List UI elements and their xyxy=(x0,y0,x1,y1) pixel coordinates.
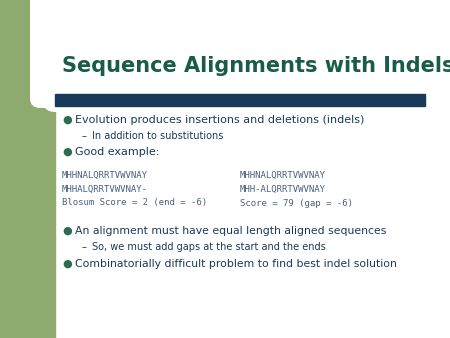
FancyBboxPatch shape xyxy=(30,0,110,108)
Text: MHH-ALQRRTVWVNAY: MHH-ALQRRTVWVNAY xyxy=(240,185,326,193)
Text: An alignment must have equal length aligned sequences: An alignment must have equal length alig… xyxy=(75,226,387,236)
Text: ●: ● xyxy=(62,226,72,236)
Text: Score = 79 (gap = -6): Score = 79 (gap = -6) xyxy=(240,198,353,208)
Text: Combinatorially difficult problem to find best indel solution: Combinatorially difficult problem to fin… xyxy=(75,259,397,269)
Text: In addition to substitutions: In addition to substitutions xyxy=(92,131,223,141)
Text: ●: ● xyxy=(62,259,72,269)
Text: Evolution produces insertions and deletions (indels): Evolution produces insertions and deleti… xyxy=(75,115,364,125)
Text: MHHALQRRTVWVNAY-: MHHALQRRTVWVNAY- xyxy=(62,185,148,193)
Text: –: – xyxy=(82,131,87,141)
Text: So, we must add gaps at the start and the ends: So, we must add gaps at the start and th… xyxy=(92,242,326,252)
Text: Blosum Score = 2 (end = -6): Blosum Score = 2 (end = -6) xyxy=(62,198,207,208)
Text: –: – xyxy=(82,242,87,252)
Text: ●: ● xyxy=(62,147,72,157)
FancyBboxPatch shape xyxy=(43,0,147,112)
Text: Sequence Alignments with Indels: Sequence Alignments with Indels xyxy=(62,56,450,76)
Text: MHHNALQRRTVWVNAY: MHHNALQRRTVWVNAY xyxy=(240,170,326,179)
Bar xyxy=(0,0,120,98)
Text: Good example:: Good example: xyxy=(75,147,159,157)
Bar xyxy=(55,94,425,106)
Text: MHHNALQRRTVWVNAY: MHHNALQRRTVWVNAY xyxy=(62,170,148,179)
Text: ●: ● xyxy=(62,115,72,125)
Bar xyxy=(0,0,55,338)
